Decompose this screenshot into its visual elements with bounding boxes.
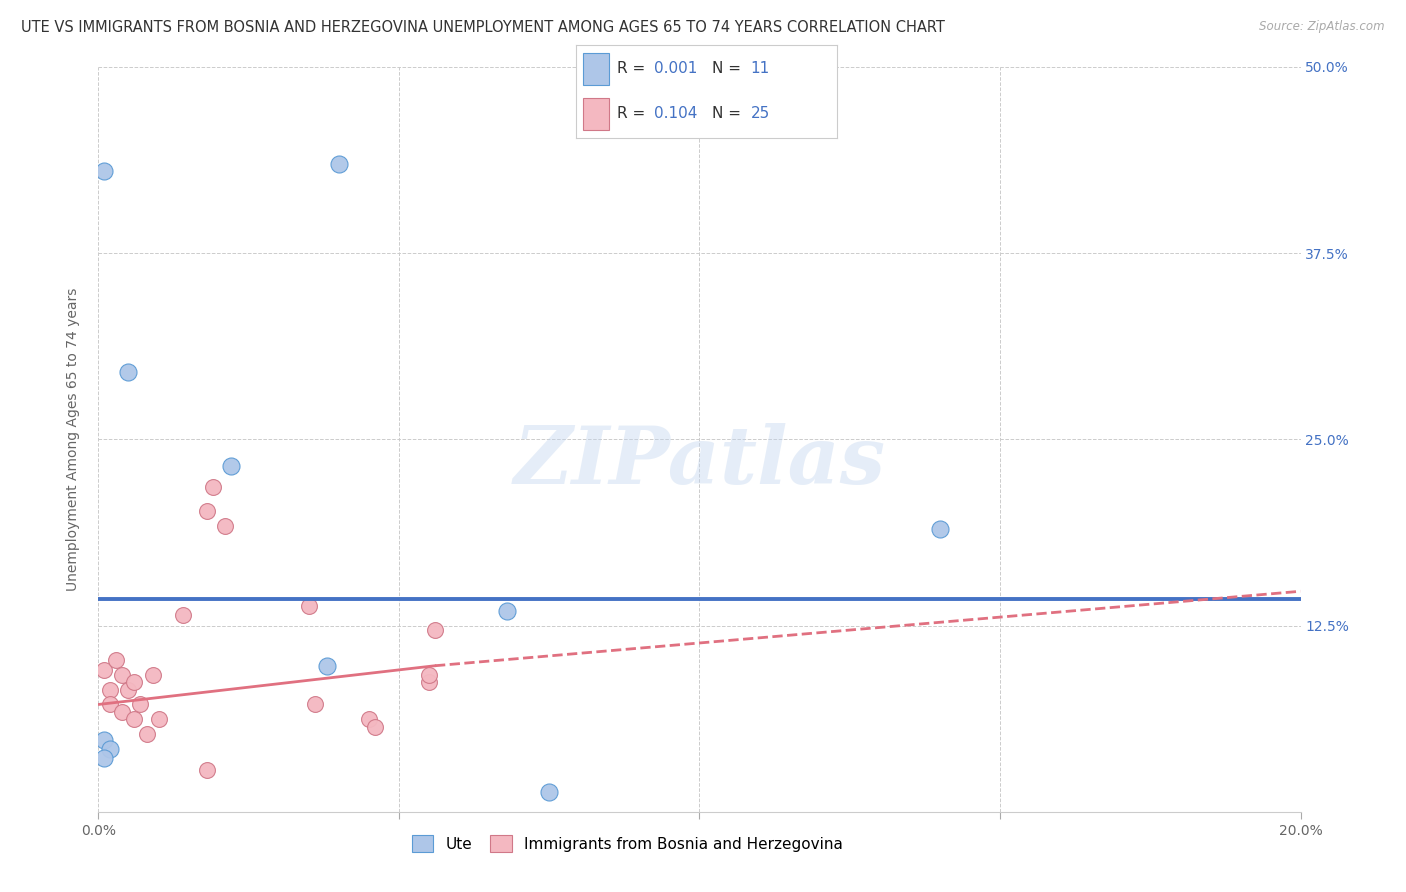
Point	[214, 518, 236, 533]
Point	[117, 682, 139, 697]
Point	[418, 667, 440, 681]
Text: 0.001: 0.001	[654, 62, 697, 77]
Point	[93, 164, 115, 178]
Point	[100, 698, 122, 712]
Point	[423, 623, 446, 637]
Point	[195, 504, 218, 518]
Text: UTE VS IMMIGRANTS FROM BOSNIA AND HERZEGOVINA UNEMPLOYMENT AMONG AGES 65 TO 74 Y: UTE VS IMMIGRANTS FROM BOSNIA AND HERZEG…	[21, 20, 945, 35]
Point	[172, 608, 194, 623]
Point	[201, 480, 224, 494]
Point	[93, 733, 115, 747]
Text: Source: ZipAtlas.com: Source: ZipAtlas.com	[1260, 20, 1385, 33]
Point	[117, 365, 139, 379]
Point	[496, 604, 519, 618]
Text: R =: R =	[617, 62, 650, 77]
Point	[357, 712, 380, 726]
Text: R =: R =	[617, 106, 650, 121]
Point	[111, 667, 134, 681]
Point	[328, 157, 350, 171]
Point	[141, 667, 163, 681]
FancyBboxPatch shape	[583, 53, 609, 85]
Point	[219, 459, 242, 474]
Point	[135, 727, 157, 741]
Text: 0.104: 0.104	[654, 106, 697, 121]
Point	[929, 522, 952, 536]
Point	[93, 663, 115, 677]
Text: N =: N =	[711, 62, 745, 77]
Point	[304, 698, 326, 712]
Point	[93, 751, 115, 765]
FancyBboxPatch shape	[583, 98, 609, 130]
Point	[124, 712, 146, 726]
Point	[418, 675, 440, 690]
Point	[100, 682, 122, 697]
Point	[148, 712, 170, 726]
Text: ZIPatlas: ZIPatlas	[513, 423, 886, 500]
Point	[124, 675, 146, 690]
Point	[129, 698, 152, 712]
Point	[298, 599, 321, 614]
Legend: Ute, Immigrants from Bosnia and Herzegovina: Ute, Immigrants from Bosnia and Herzegov…	[404, 827, 851, 860]
Text: 25: 25	[751, 106, 770, 121]
Point	[315, 658, 337, 673]
Text: 11: 11	[751, 62, 770, 77]
Point	[100, 742, 122, 756]
Text: N =: N =	[711, 106, 745, 121]
Point	[105, 653, 128, 667]
Y-axis label: Unemployment Among Ages 65 to 74 years: Unemployment Among Ages 65 to 74 years	[66, 287, 80, 591]
Point	[364, 720, 387, 734]
Point	[195, 763, 218, 777]
Point	[538, 785, 561, 799]
Point	[111, 705, 134, 719]
